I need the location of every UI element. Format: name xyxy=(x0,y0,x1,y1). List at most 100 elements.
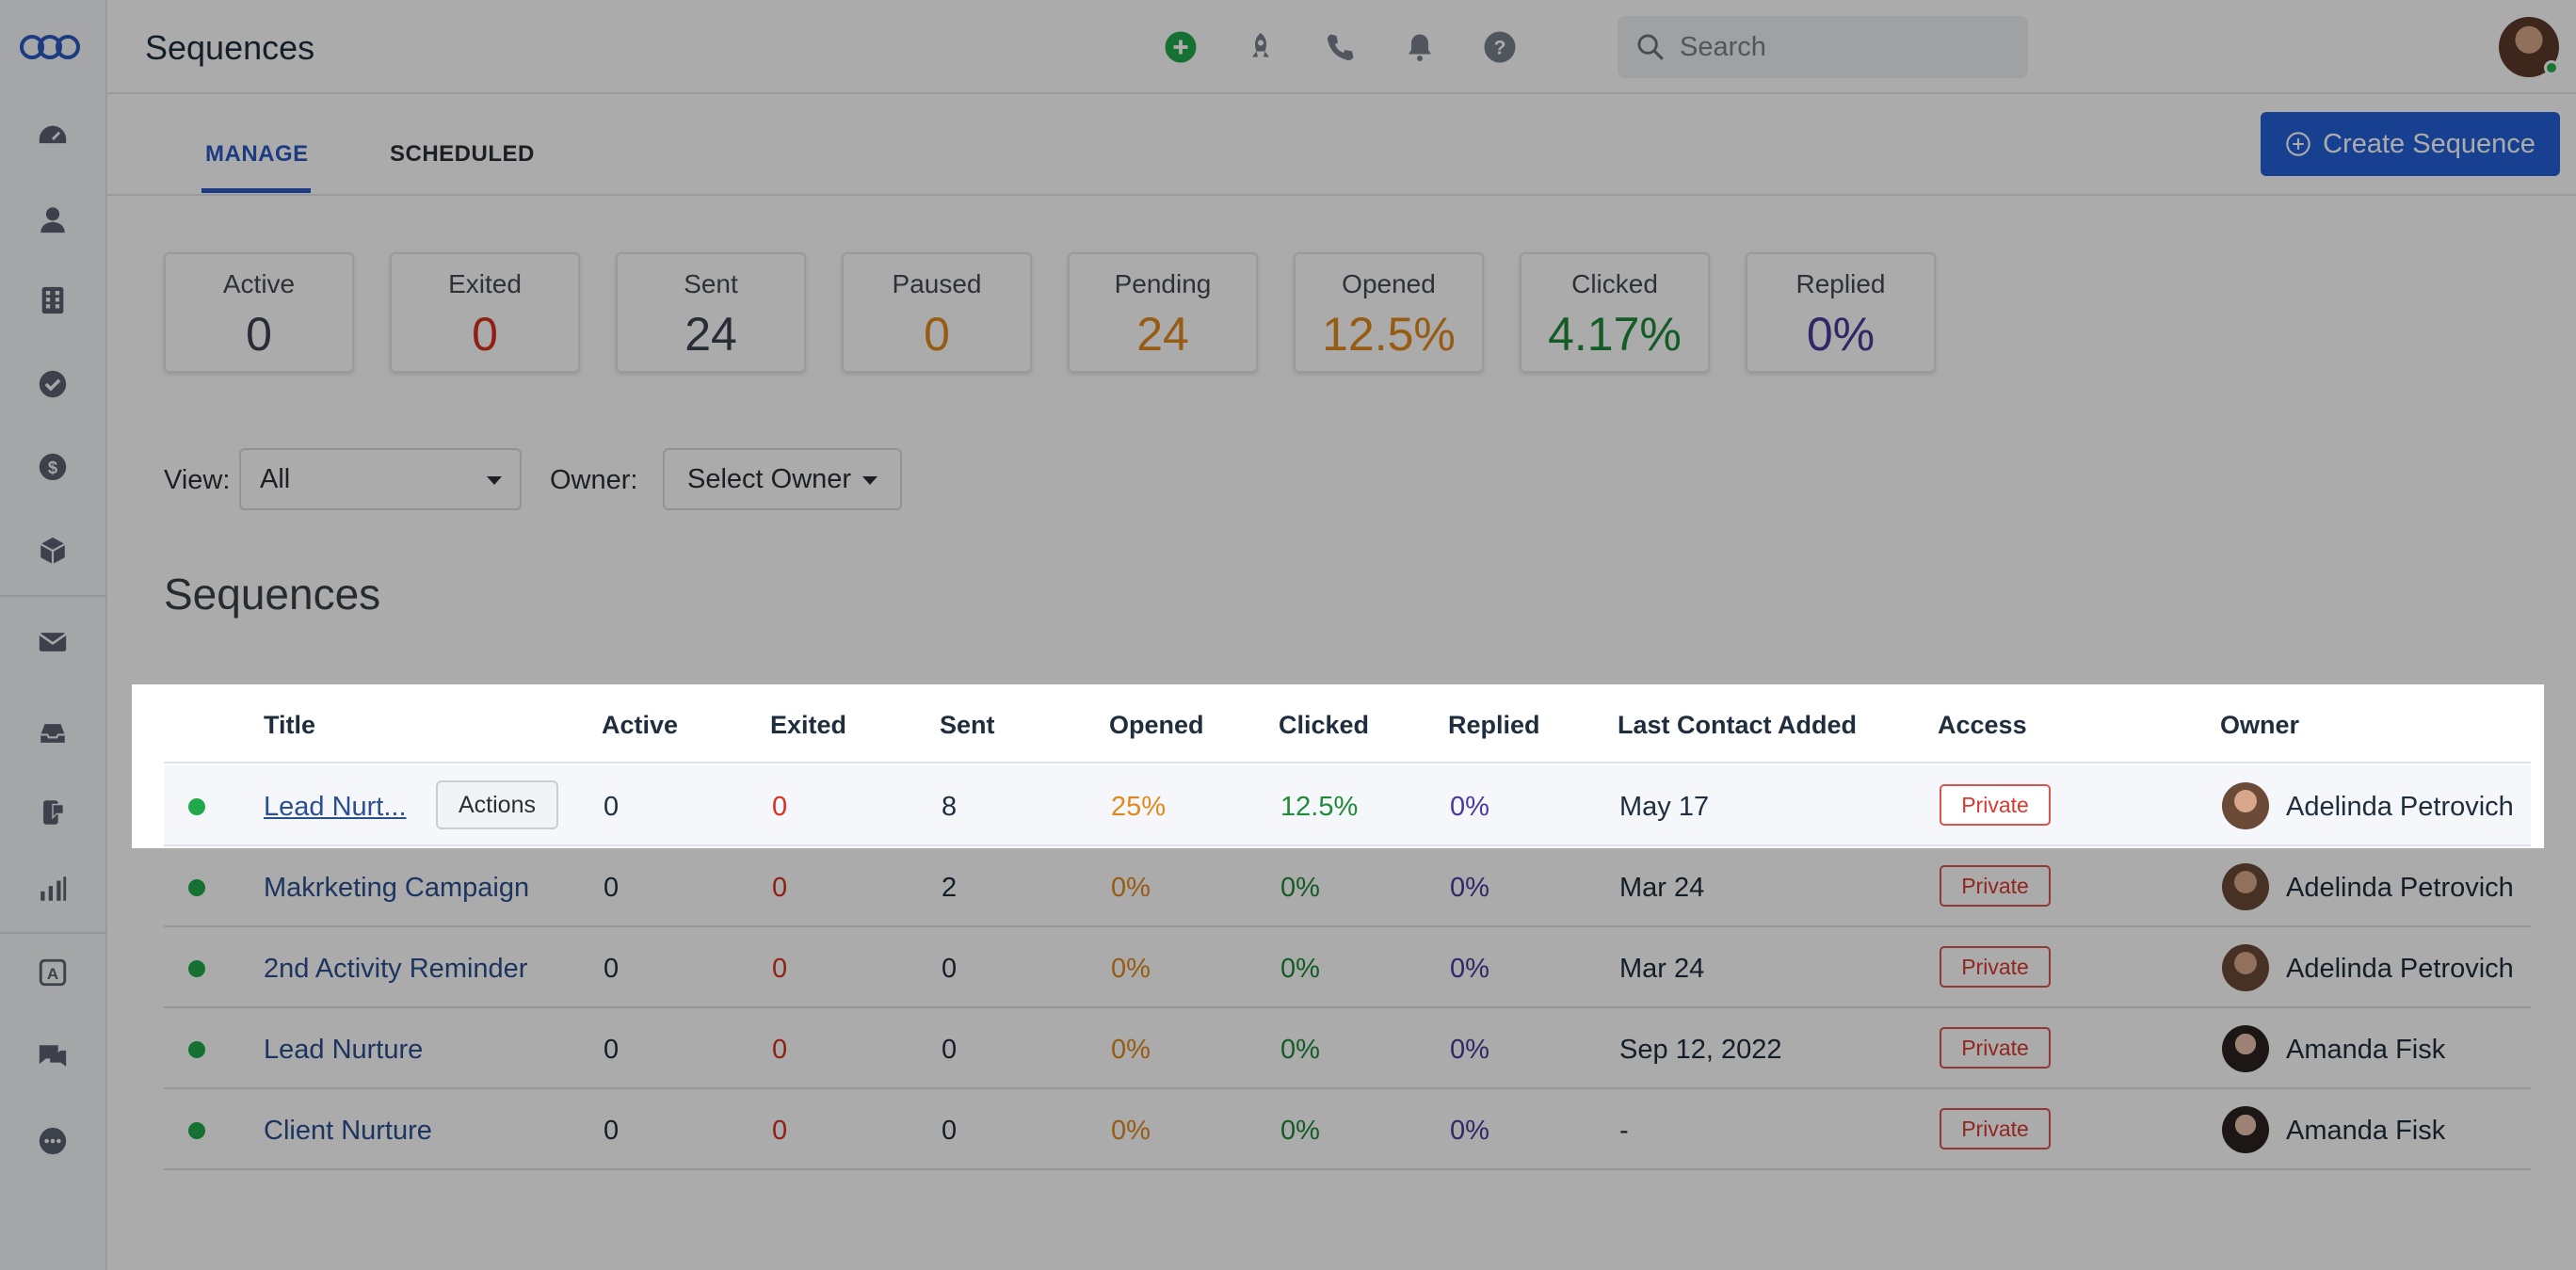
stat-label: Exited xyxy=(448,269,522,298)
create-sequence-button[interactable]: Create Sequence xyxy=(2261,112,2560,176)
cell-exited: 0 xyxy=(772,792,788,822)
stat-value: 4.17% xyxy=(1548,308,1682,361)
cell-replied: 0% xyxy=(1450,954,1489,984)
stat-value: 24 xyxy=(684,308,737,361)
chat-icon[interactable] xyxy=(35,1039,71,1075)
stat-label: Sent xyxy=(684,269,738,298)
cell-last-contact: - xyxy=(1619,1116,1629,1146)
bar-chart-icon[interactable] xyxy=(35,871,71,907)
cell-sent: 8 xyxy=(942,792,958,822)
tab-scheduled[interactable]: SCHEDULED xyxy=(390,141,535,167)
section-title: Sequences xyxy=(164,570,381,619)
col-last-contact[interactable]: Last Contact Added xyxy=(1618,711,1858,739)
page-title: Sequences xyxy=(145,28,315,67)
owner-avatar xyxy=(2222,1106,2269,1153)
cell-sent: 2 xyxy=(942,873,958,903)
cell-replied: 0% xyxy=(1450,1116,1489,1146)
col-owner[interactable]: Owner xyxy=(2220,711,2300,739)
cell-sent: 0 xyxy=(942,954,958,984)
cell-last-contact: May 17 xyxy=(1619,792,1710,822)
sequence-title-link[interactable]: 2nd Activity Reminder xyxy=(264,954,528,984)
search-input[interactable] xyxy=(1680,31,2000,63)
phone-chat-icon[interactable] xyxy=(35,795,71,830)
access-badge: Private xyxy=(1940,865,2051,907)
more-icon[interactable] xyxy=(35,1123,71,1159)
stat-label: Paused xyxy=(892,269,982,298)
search-box[interactable] xyxy=(1618,16,2028,78)
svg-text:A: A xyxy=(47,965,58,983)
col-clicked[interactable]: Clicked xyxy=(1279,711,1370,739)
cell-clicked: 12.5% xyxy=(1280,792,1359,822)
create-sequence-label: Create Sequence xyxy=(2323,128,2536,159)
cell-owner: Amanda Fisk xyxy=(2286,1035,2446,1065)
box-icon[interactable] xyxy=(35,533,71,569)
cell-active: 0 xyxy=(604,792,620,822)
mail-icon[interactable] xyxy=(35,624,71,660)
cell-sent: 0 xyxy=(942,1035,958,1065)
phone-icon[interactable] xyxy=(1322,28,1360,66)
inbox-icon[interactable] xyxy=(35,715,71,751)
access-badge: Private xyxy=(1940,1027,2051,1069)
owner-avatar xyxy=(2222,782,2269,829)
col-access[interactable]: Access xyxy=(1938,711,2027,739)
check-circle-icon[interactable] xyxy=(35,366,71,402)
sequence-title-link[interactable]: Lead Nurt... xyxy=(264,792,407,822)
cell-owner: Adelinda Petrovich xyxy=(2286,873,2514,903)
stat-card-active: Active 0 xyxy=(164,252,354,373)
cell-exited: 0 xyxy=(772,873,788,903)
cell-opened: 0% xyxy=(1111,1116,1151,1146)
stat-value: 0 xyxy=(472,308,498,361)
cell-clicked: 0% xyxy=(1280,1116,1320,1146)
dashboard-icon[interactable] xyxy=(35,119,71,154)
table-row[interactable]: Lead Nurture 0 0 0 0% 0% 0% Sep 12, 2022 Private… xyxy=(164,1008,2531,1089)
cell-opened: 25% xyxy=(1111,792,1167,822)
col-opened[interactable]: Opened xyxy=(1109,711,1204,739)
app-logo-icon[interactable] xyxy=(17,28,83,66)
sequence-title-link[interactable]: Makrketing Campaign xyxy=(264,873,530,903)
stat-label: Pending xyxy=(1114,269,1212,298)
stat-label: Clicked xyxy=(1571,269,1658,298)
col-title[interactable]: Title xyxy=(264,711,316,739)
stat-value: 0% xyxy=(1806,308,1876,361)
automation-icon[interactable]: A xyxy=(35,955,71,990)
table-row[interactable]: Makrketing Campaign 0 0 2 0% 0% 0% Mar 24 Privat… xyxy=(164,846,2531,927)
help-icon[interactable]: ? xyxy=(1481,28,1519,66)
table-row[interactable]: Client Nurture 0 0 0 0% 0% 0% - Private Amanda Fi… xyxy=(164,1089,2531,1170)
sidebar: $ A xyxy=(0,0,107,1270)
cell-active: 0 xyxy=(604,873,620,903)
col-exited[interactable]: Exited xyxy=(770,711,847,739)
building-icon[interactable] xyxy=(35,282,71,318)
dollar-icon[interactable]: $ xyxy=(35,449,71,485)
cell-replied: 0% xyxy=(1450,792,1489,822)
actions-button[interactable]: Actions xyxy=(436,780,558,829)
view-select[interactable]: All xyxy=(239,448,522,510)
col-sent[interactable]: Sent xyxy=(940,711,995,739)
plus-circle-icon xyxy=(2286,132,2310,156)
sidebar-divider xyxy=(0,932,107,934)
person-icon[interactable] xyxy=(35,201,71,237)
rocket-icon[interactable] xyxy=(1242,28,1280,66)
owner-select-value: Select Owner xyxy=(687,463,852,494)
owner-avatar xyxy=(2222,944,2269,991)
col-active[interactable]: Active xyxy=(602,711,679,739)
sequence-title-link[interactable]: Client Nurture xyxy=(264,1116,432,1146)
access-badge: Private xyxy=(1940,784,2051,826)
table-row[interactable]: Lead Nurt... Actions 0 0 8 25% 12.5% 0% May 17 Pr… xyxy=(164,765,2531,846)
chevron-down-icon xyxy=(487,476,502,485)
owner-select[interactable]: Select Owner xyxy=(663,448,902,510)
sequence-title-link[interactable]: Lead Nurture xyxy=(264,1035,424,1065)
cell-owner: Adelinda Petrovich xyxy=(2286,792,2514,822)
owner-avatar xyxy=(2222,1025,2269,1072)
user-avatar[interactable] xyxy=(2499,17,2559,77)
stat-label: Replied xyxy=(1795,269,1886,298)
add-icon[interactable] xyxy=(1162,28,1199,66)
col-replied[interactable]: Replied xyxy=(1448,711,1540,739)
stat-value: 24 xyxy=(1136,308,1189,361)
chevron-down-icon xyxy=(862,476,877,485)
stat-card-paused: Paused 0 xyxy=(842,252,1032,373)
bell-icon[interactable] xyxy=(1401,28,1439,66)
stat-label: Active xyxy=(222,269,296,298)
table-row[interactable]: 2nd Activity Reminder 0 0 0 0% 0% 0% Mar 24 Priv… xyxy=(164,927,2531,1008)
tab-manage[interactable]: MANAGE xyxy=(205,141,309,167)
sidebar-divider xyxy=(0,595,107,597)
